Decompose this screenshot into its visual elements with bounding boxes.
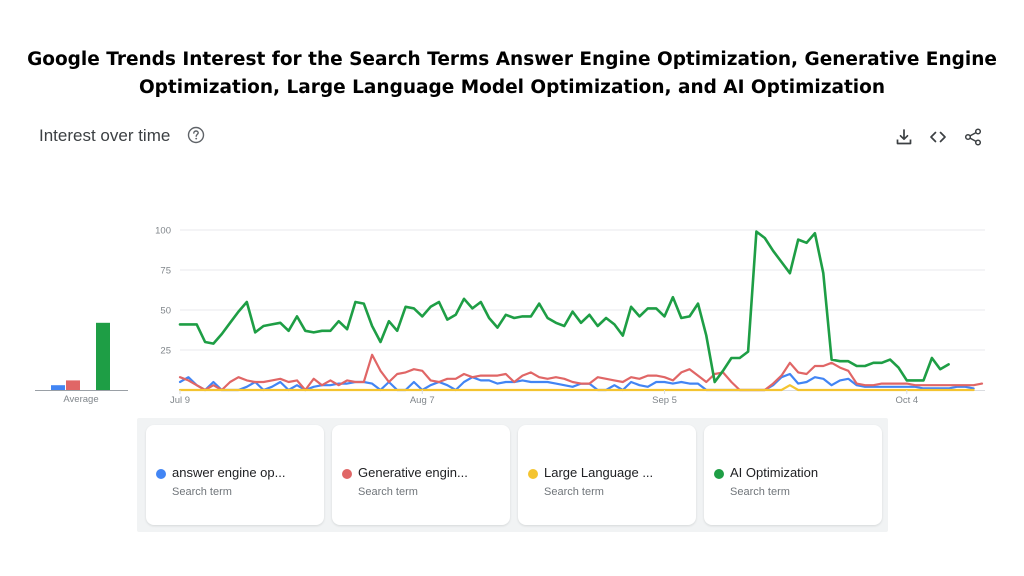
average-bar-chart: Average bbox=[35, 322, 128, 405]
series-color-dot bbox=[342, 469, 352, 479]
download-icon[interactable] bbox=[895, 128, 913, 146]
interest-line-chart: 100 75 50 25 Jul 9 Aug 7 Sep 5 Oct 4 bbox=[155, 226, 985, 406]
legend-term-type: Search term bbox=[730, 486, 790, 498]
legend-term-type: Search term bbox=[172, 486, 232, 498]
legend-panel: answer engine op... Search term Generati… bbox=[137, 418, 888, 532]
legend-term-label: Generative engin... bbox=[358, 465, 468, 480]
section-title: Interest over time bbox=[39, 126, 171, 145]
legend-term-label: Large Language ... bbox=[544, 465, 654, 480]
x-tick-label: Sep 5 bbox=[652, 395, 677, 406]
legend-term-label: AI Optimization bbox=[730, 465, 819, 480]
series-color-dot bbox=[528, 469, 538, 479]
x-tick-label: Oct 4 bbox=[895, 395, 918, 406]
series-line-answer-engine-op bbox=[178, 372, 975, 392]
legend-card-large-language[interactable]: Large Language ... Search term bbox=[518, 425, 696, 525]
series-line-large-language bbox=[178, 384, 975, 392]
average-bar-answer-engine-op bbox=[51, 385, 65, 390]
y-tick-label: 25 bbox=[160, 346, 171, 357]
series-line-ai-optimization bbox=[178, 230, 950, 384]
help-circle-icon[interactable] bbox=[187, 126, 205, 144]
y-tick-label: 75 bbox=[160, 266, 171, 277]
legend-term-label: answer engine op... bbox=[172, 465, 286, 480]
y-tick-label: 50 bbox=[160, 306, 171, 317]
page-title: Google Trends Interest for the Search Te… bbox=[27, 49, 997, 98]
average-bar-generative-engin bbox=[66, 380, 80, 390]
y-tick-label: 100 bbox=[155, 226, 171, 237]
share-icon[interactable] bbox=[964, 128, 982, 146]
code-embed-icon[interactable] bbox=[929, 128, 947, 146]
x-tick-label: Jul 9 bbox=[170, 395, 190, 406]
legend-card-ai-optimization[interactable]: AI Optimization Search term bbox=[704, 425, 882, 525]
average-bar-ai-optimization bbox=[96, 322, 110, 390]
series-line-generative-engin bbox=[178, 353, 984, 392]
legend-term-type: Search term bbox=[544, 486, 604, 498]
series-color-dot bbox=[714, 469, 724, 479]
legend-term-type: Search term bbox=[358, 486, 418, 498]
average-category-label: Average bbox=[63, 394, 98, 405]
legend-card-answer-engine[interactable]: answer engine op... Search term bbox=[146, 425, 324, 525]
legend-card-generative-engine[interactable]: Generative engin... Search term bbox=[332, 425, 510, 525]
x-tick-label: Aug 7 bbox=[410, 395, 435, 406]
series-color-dot bbox=[156, 469, 166, 479]
